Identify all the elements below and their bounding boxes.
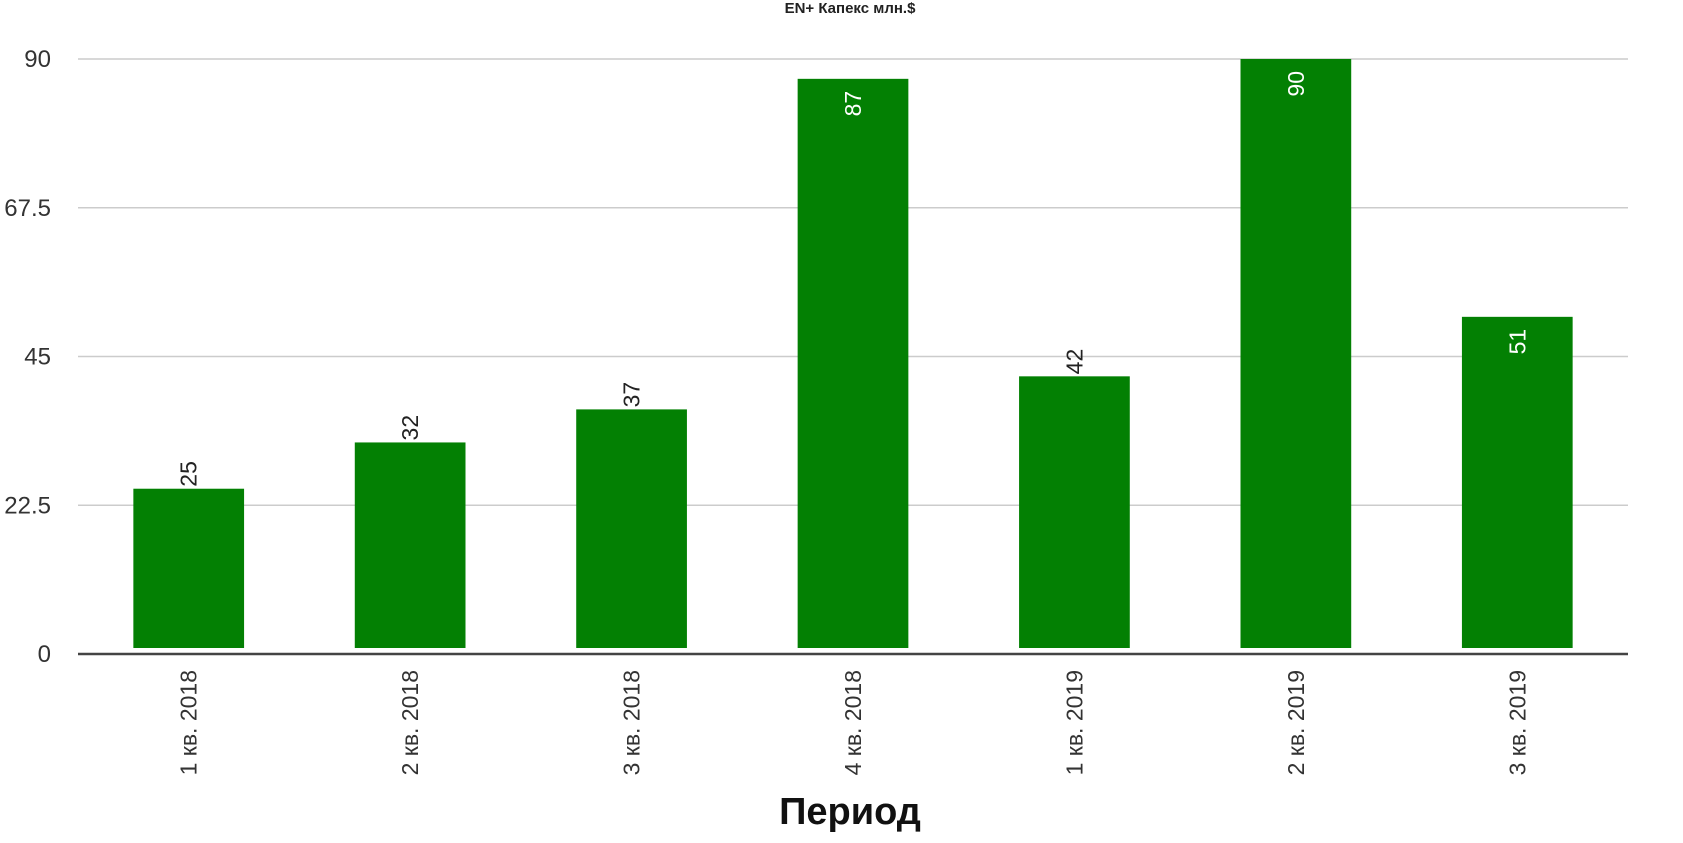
x-tick-label: 4 кв. 2018 <box>840 670 866 775</box>
y-tick-label: 90 <box>24 46 51 73</box>
x-tick-label: 3 кв. 2018 <box>619 670 645 775</box>
x-tick-label: 2 кв. 2019 <box>1283 670 1309 775</box>
x-tick-label: 1 кв. 2019 <box>1061 670 1087 775</box>
bar <box>1461 316 1573 648</box>
x-tick-label: 3 кв. 2019 <box>1504 670 1530 775</box>
y-tick-label: 22.5 <box>4 492 51 519</box>
data-label: 32 <box>397 415 423 441</box>
x-tick-label: 1 кв. 2018 <box>176 670 202 775</box>
data-labels: 25 32 37 87 42 90 51 <box>176 71 1531 487</box>
bar <box>1019 376 1130 648</box>
x-tick-label: 2 кв. 2018 <box>397 670 423 775</box>
bar <box>354 442 466 648</box>
bar <box>576 409 687 648</box>
bar <box>133 488 245 648</box>
bar <box>797 78 909 649</box>
y-tick-label: 67.5 <box>4 195 51 222</box>
y-tick-label: 45 <box>24 344 51 371</box>
y-axis: 0 22.5 45 67.5 90 <box>4 46 51 668</box>
bars <box>133 59 1573 649</box>
x-axis: 1 кв. 2018 2 кв. 2018 3 кв. 2018 4 кв. 2018… <box>176 670 1531 775</box>
bar <box>1240 59 1352 648</box>
chart-title: EN+ Капекс млн.$ <box>785 0 917 17</box>
data-label: 90 <box>1283 71 1309 97</box>
data-label: 51 <box>1504 329 1530 355</box>
y-tick-label: 0 <box>38 641 51 668</box>
data-label: 87 <box>840 91 866 117</box>
data-label: 42 <box>1061 349 1087 375</box>
data-label: 37 <box>619 382 645 408</box>
data-label: 25 <box>176 461 202 487</box>
x-axis-title: Период <box>779 791 921 833</box>
